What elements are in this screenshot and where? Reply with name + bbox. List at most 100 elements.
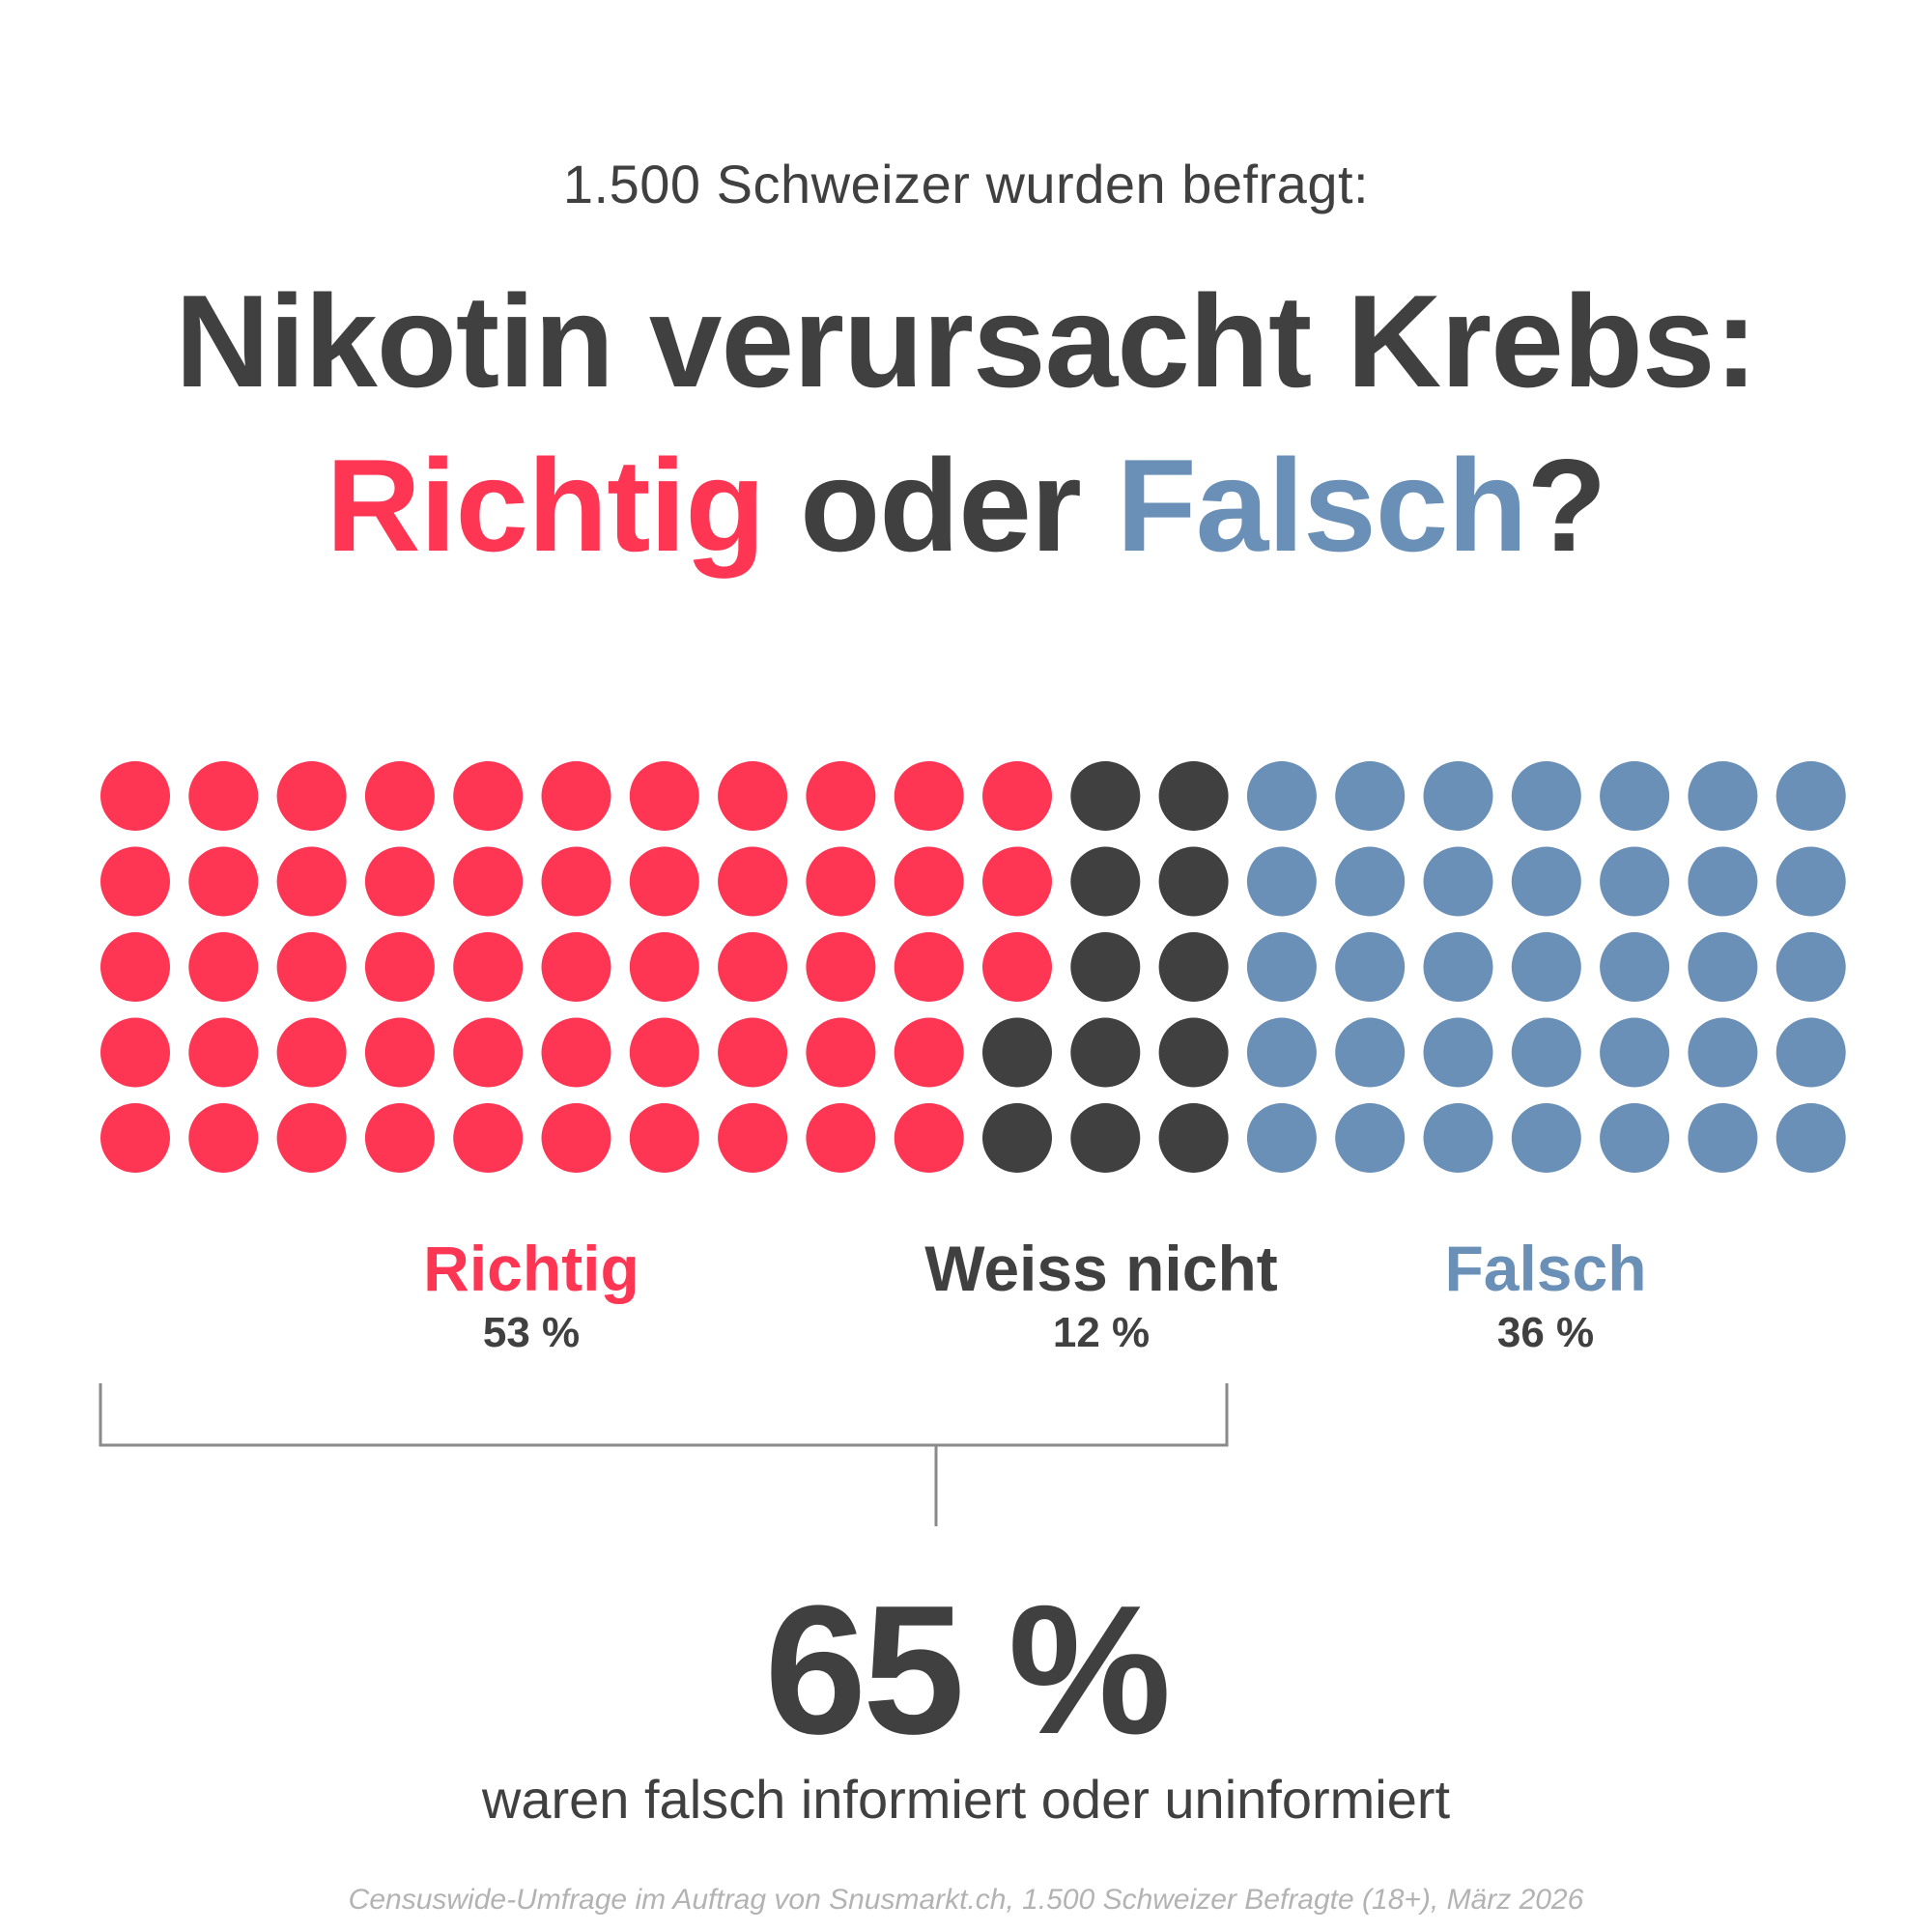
source-note: Censuswide-Umfrage im Auftrag von Snusma… <box>348 1884 1584 1916</box>
waffle-dot-falsch <box>1423 932 1493 1002</box>
waffle-dot-richtig <box>364 1017 435 1088</box>
headline-word-richtig: Richtig <box>326 432 765 579</box>
waffle-dot-falsch <box>1776 1103 1846 1173</box>
waffle-dot-richtig <box>276 932 347 1002</box>
waffle-dot-falsch <box>1246 932 1317 1002</box>
waffle-dot-richtig <box>453 932 524 1002</box>
waffle-dot-richtig <box>276 1103 347 1173</box>
waffle-dot-weiss-nicht <box>1070 932 1141 1002</box>
headline-line-2: Richtig oder Falsch? <box>0 423 1932 587</box>
waffle-dot-falsch <box>1511 932 1581 1002</box>
waffle-dot-falsch <box>1246 1103 1317 1173</box>
waffle-dot-falsch <box>1335 846 1406 917</box>
waffle-dot-falsch <box>1776 846 1846 917</box>
waffle-dot-falsch <box>1600 846 1670 917</box>
waffle-dot-falsch <box>1423 1103 1493 1173</box>
waffle-dot-richtig <box>894 761 964 831</box>
legend-label-falsch: Falsch <box>1444 1233 1647 1304</box>
waffle-dot-falsch <box>1246 1017 1317 1088</box>
waffle-dot-weiss-nicht <box>982 1103 1052 1173</box>
waffle-dot-richtig <box>982 846 1052 917</box>
waffle-dot-falsch <box>1511 761 1581 831</box>
legend-value-falsch: 36 % <box>1496 1309 1595 1356</box>
survey-subtitle: 1.500 Schweizer wurden befragt: <box>562 154 1370 214</box>
waffle-dot-richtig <box>453 761 524 831</box>
waffle-dot-falsch <box>1776 761 1846 831</box>
waffle-dot-richtig <box>718 1017 788 1088</box>
waffle-dot-falsch <box>1600 761 1670 831</box>
waffle-dot-falsch <box>1688 1103 1758 1173</box>
waffle-dot-richtig <box>894 1103 964 1173</box>
legend-value-weiss-nicht: 12 % <box>1052 1309 1151 1356</box>
waffle-dot-falsch <box>1688 846 1758 917</box>
waffle-dot-richtig <box>188 1017 259 1088</box>
waffle-dot-richtig <box>188 761 259 831</box>
waffle-dot-richtig <box>276 1017 347 1088</box>
waffle-dot-richtig <box>100 1103 170 1173</box>
waffle-dot-richtig <box>541 932 611 1002</box>
waffle-dot-richtig <box>276 846 347 917</box>
waffle-dot-falsch <box>1511 1103 1581 1173</box>
waffle-dot-richtig <box>453 1017 524 1088</box>
waffle-dot-richtig <box>982 761 1052 831</box>
waffle-dot-falsch <box>1688 761 1758 831</box>
waffle-dot-richtig <box>894 846 964 917</box>
waffle-dot-weiss-nicht <box>1158 1103 1229 1173</box>
waffle-dot-richtig <box>541 761 611 831</box>
waffle-dot-weiss-nicht <box>1070 1103 1141 1173</box>
waffle-dot-richtig <box>541 846 611 917</box>
waffle-dot-weiss-nicht <box>1070 846 1141 917</box>
waffle-dot-falsch <box>1776 932 1846 1002</box>
waffle-dot-richtig <box>364 761 435 831</box>
waffle-dot-falsch <box>1335 1017 1406 1088</box>
waffle-dot-richtig <box>718 1103 788 1173</box>
legend-value-richtig: 53 % <box>482 1309 581 1356</box>
waffle-dot-richtig <box>188 932 259 1002</box>
waffle-dot-falsch <box>1246 846 1317 917</box>
waffle-dot-richtig <box>894 1017 964 1088</box>
legend-label-weiss-nicht: Weiss nicht <box>924 1233 1278 1304</box>
waffle-dot-weiss-nicht <box>1158 932 1229 1002</box>
waffle-dot-richtig <box>541 1017 611 1088</box>
waffle-dot-weiss-nicht <box>1070 761 1141 831</box>
waffle-dot-richtig <box>982 932 1052 1002</box>
waffle-dot-falsch <box>1776 1017 1846 1088</box>
waffle-dot-falsch <box>1688 932 1758 1002</box>
waffle-dot-falsch <box>1423 846 1493 917</box>
headline-line-1: Nikotin verursacht Krebs: <box>175 268 1758 414</box>
waffle-dot-richtig <box>453 1103 524 1173</box>
waffle-dot-falsch <box>1600 1017 1670 1088</box>
waffle-dot-richtig <box>541 1103 611 1173</box>
waffle-dot-richtig <box>188 846 259 917</box>
headline: Nikotin verursacht Krebs: Richtig oder F… <box>0 259 1932 587</box>
waffle-dot-richtig <box>806 1017 876 1088</box>
waffle-dot-richtig <box>100 761 170 831</box>
waffle-dot-falsch <box>1511 846 1581 917</box>
waffle-dot-richtig <box>718 761 788 831</box>
waffle-dot-richtig <box>364 846 435 917</box>
waffle-dot-richtig <box>718 932 788 1002</box>
waffle-dot-richtig <box>806 761 876 831</box>
waffle-dot-richtig <box>364 932 435 1002</box>
waffle-dot-richtig <box>629 932 699 1002</box>
waffle-dot-richtig <box>364 1103 435 1173</box>
legend-label-richtig: Richtig <box>423 1233 639 1304</box>
waffle-dot-richtig <box>806 1103 876 1173</box>
waffle-dot-falsch <box>1246 761 1317 831</box>
headline-word-oder: oder <box>764 432 1117 579</box>
waffle-dot-richtig <box>453 846 524 917</box>
waffle-dot-weiss-nicht <box>982 1017 1052 1088</box>
waffle-dot-richtig <box>629 761 699 831</box>
waffle-dot-falsch <box>1688 1017 1758 1088</box>
waffle-dot-richtig <box>718 846 788 917</box>
waffle-dot-richtig <box>806 932 876 1002</box>
waffle-dot-richtig <box>894 932 964 1002</box>
waffle-dot-weiss-nicht <box>1070 1017 1141 1088</box>
waffle-dot-falsch <box>1423 761 1493 831</box>
waffle-dot-falsch <box>1335 761 1406 831</box>
waffle-dot-richtig <box>100 932 170 1002</box>
waffle-dot-weiss-nicht <box>1158 1017 1229 1088</box>
waffle-dot-richtig <box>806 846 876 917</box>
waffle-dot-falsch <box>1335 1103 1406 1173</box>
